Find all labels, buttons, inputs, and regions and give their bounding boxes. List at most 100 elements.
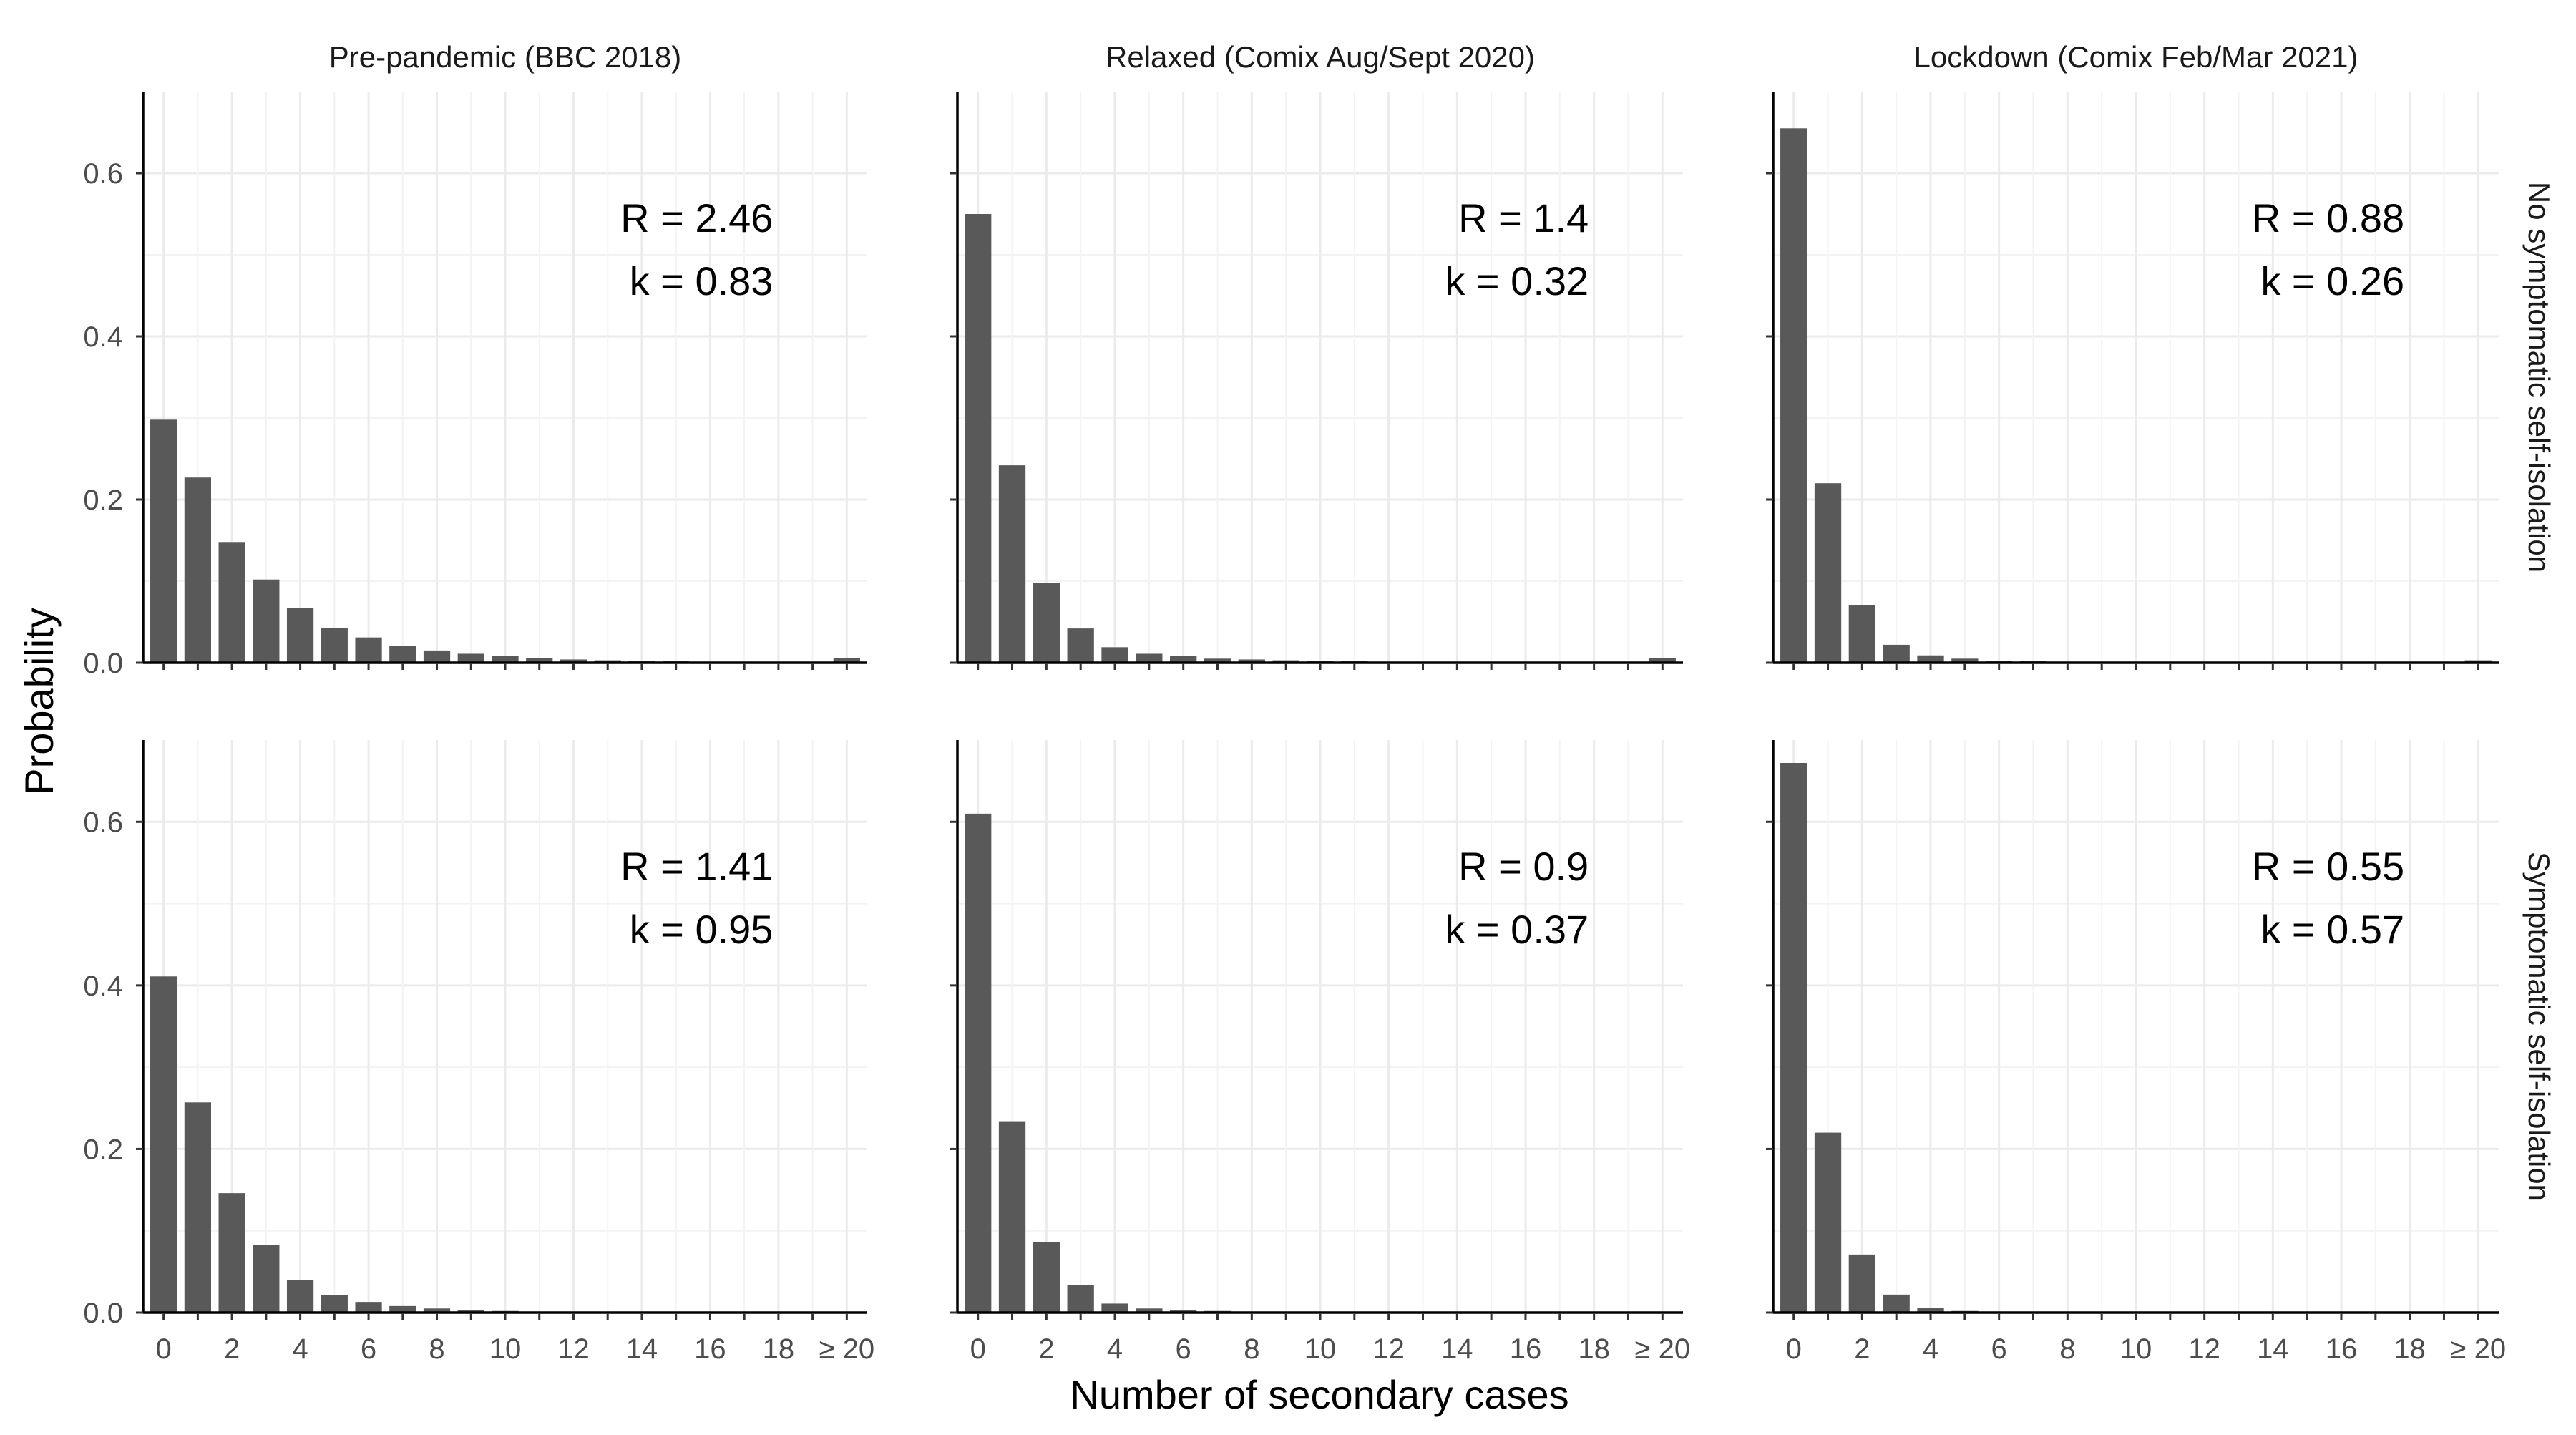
x-tick-label: 2 [1854, 1333, 1870, 1365]
bar [150, 976, 177, 1313]
bar [1136, 653, 1163, 663]
bar [1780, 128, 1807, 663]
x-tick-label: ≥ 20 [1635, 1333, 1691, 1365]
x-tick-label: 10 [2120, 1333, 2152, 1365]
bar [998, 1121, 1026, 1313]
bars-layer [150, 128, 2492, 1313]
bar [218, 1193, 245, 1313]
panel-annotation-k: k = 0.37 [1445, 907, 1589, 952]
bar [355, 637, 382, 663]
bar [1951, 658, 1979, 663]
x-tick-label: 16 [694, 1333, 726, 1365]
bar [286, 608, 314, 663]
y-tick-label: 0.2 [83, 1134, 123, 1165]
x-tick-label: ≥ 20 [819, 1333, 875, 1365]
bar [184, 477, 211, 663]
bar [1101, 1303, 1128, 1313]
bar [1067, 628, 1094, 663]
bar [1814, 483, 1842, 663]
y-tick-label: 0.0 [83, 648, 123, 679]
x-tick-label: 8 [2059, 1333, 2075, 1365]
bar [1033, 1242, 1060, 1313]
y-tick-label: 0.0 [83, 1298, 123, 1329]
panel-annotation-r: R = 0.88 [2252, 195, 2404, 240]
y-tick-label: 0.2 [83, 485, 123, 516]
x-tick-label: 4 [292, 1333, 308, 1365]
x-tick-label: 4 [1107, 1333, 1123, 1365]
panel-annotation-r: R = 1.41 [620, 844, 773, 889]
x-tick-label: 8 [429, 1333, 444, 1365]
x-tick-label: 14 [1441, 1333, 1473, 1365]
row-strip-label: Symptomatic self-isolation [2522, 852, 2556, 1201]
grid-layer [143, 92, 2499, 1314]
x-tick-label: 12 [2188, 1333, 2220, 1365]
bar [1204, 658, 1231, 663]
panel-annotation-k: k = 0.83 [630, 258, 774, 303]
x-tick-label: 2 [1038, 1333, 1054, 1365]
panel-annotation-r: R = 1.4 [1458, 195, 1589, 240]
bar [1780, 763, 1807, 1313]
bar [1917, 1308, 1944, 1313]
x-tick-label: 18 [2394, 1333, 2426, 1365]
x-tick-label: 16 [1510, 1333, 1542, 1365]
bar [833, 658, 860, 663]
x-tick-label: 0 [156, 1333, 172, 1365]
bar [1170, 656, 1197, 663]
bar [1101, 647, 1128, 663]
y-tick-label: 0.4 [83, 971, 123, 1002]
x-tick-label: 0 [1786, 1333, 1802, 1365]
bar [150, 419, 177, 663]
bar [1238, 659, 1265, 663]
bar [1883, 644, 1910, 663]
x-tick-label: 12 [557, 1333, 590, 1365]
column-strip-label: Relaxed (Comix Aug/Sept 2020) [1106, 40, 1535, 74]
x-tick-label: ≥ 20 [2451, 1333, 2507, 1365]
bar [1033, 583, 1060, 663]
panel-annotation-k: k = 0.32 [1445, 258, 1589, 303]
bar [965, 214, 992, 663]
x-tick-label: 16 [2326, 1333, 2358, 1365]
panel-annotation-r: R = 2.46 [620, 195, 773, 240]
bar [321, 1295, 348, 1313]
x-tick-label: 14 [626, 1333, 658, 1365]
row-strip-label: No symptomatic self-isolation [2522, 182, 2556, 573]
column-strip-label: Pre-pandemic (BBC 2018) [329, 40, 682, 74]
x-tick-label: 6 [361, 1333, 376, 1365]
x-tick-label: 18 [763, 1333, 795, 1365]
x-tick-label: 12 [1372, 1333, 1405, 1365]
x-tick-label: 6 [1176, 1333, 1191, 1365]
bar [355, 1302, 382, 1313]
bar [286, 1280, 314, 1313]
bar [1067, 1285, 1094, 1313]
bar [389, 646, 416, 663]
bar [1917, 655, 1944, 663]
x-tick-label: 14 [2257, 1333, 2289, 1365]
column-strip-label: Lockdown (Comix Feb/Mar 2021) [1914, 40, 2358, 74]
bar [184, 1102, 211, 1313]
x-tick-label: 2 [224, 1333, 240, 1365]
bar [1814, 1132, 1842, 1313]
axes-layer [136, 92, 2499, 1320]
panel-annotation-k: k = 0.26 [2260, 258, 2404, 303]
bar [253, 1245, 280, 1313]
y-axis-title: Probability [16, 608, 62, 794]
bar [965, 813, 992, 1313]
x-tick-label: 0 [970, 1333, 986, 1365]
x-tick-label: 10 [489, 1333, 522, 1365]
panel-annotation-k: k = 0.95 [630, 907, 774, 952]
bar [253, 579, 280, 663]
bar [423, 1308, 451, 1313]
bar [1649, 658, 1676, 663]
bar [218, 542, 245, 663]
bar [457, 653, 484, 663]
bar [1883, 1294, 1910, 1313]
x-tick-label: 6 [1991, 1333, 2007, 1365]
x-tick-label: 8 [1244, 1333, 1259, 1365]
bar [560, 659, 587, 663]
bar [998, 465, 1026, 663]
bar [1848, 1254, 1876, 1313]
text-layer: Pre-pandemic (BBC 2018) Relaxed (Comix Au… [83, 40, 2556, 1365]
panel-annotation-k: k = 0.57 [2260, 907, 2404, 952]
